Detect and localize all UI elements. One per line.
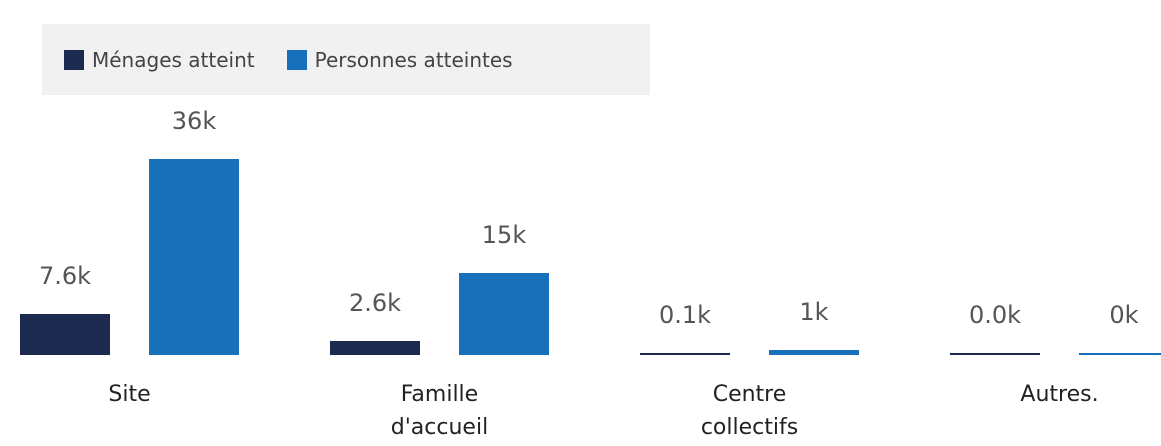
value-label: 2.6k xyxy=(348,288,402,317)
legend-label: Personnes atteintes xyxy=(314,47,513,72)
value-label: 0.0k xyxy=(968,301,1022,329)
bar xyxy=(20,313,110,355)
x-tick-label: Centre collectifs xyxy=(700,382,799,440)
x-tick-label: Autres. xyxy=(1020,382,1099,407)
bar xyxy=(1079,353,1161,355)
bar xyxy=(769,349,859,355)
bar xyxy=(330,340,420,355)
value-label: 0k xyxy=(1109,301,1139,329)
legend: Ménages atteint Personnes atteintes xyxy=(42,24,650,95)
value-label: 7.6k xyxy=(38,261,92,290)
x-tick-label: Site xyxy=(108,382,151,407)
bar xyxy=(950,353,1040,355)
value-label: 0.1k xyxy=(658,301,712,329)
bar xyxy=(149,159,239,355)
bar xyxy=(459,273,549,355)
value-label: 1k xyxy=(799,297,829,326)
value-label: 36k xyxy=(171,107,217,135)
legend-item: Personnes atteintes xyxy=(286,47,513,72)
value-label: 15k xyxy=(481,221,527,250)
legend-item: Ménages atteint xyxy=(64,48,255,72)
legend-swatch xyxy=(64,49,84,70)
bar xyxy=(640,353,730,355)
x-tick-label: Famille d'accueil xyxy=(390,382,489,440)
legend-label: Ménages atteint xyxy=(92,47,255,72)
legend-swatch xyxy=(286,49,307,70)
